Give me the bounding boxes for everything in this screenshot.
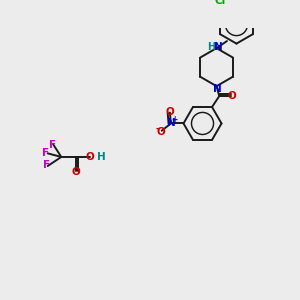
Text: N: N — [214, 42, 223, 52]
Text: N: N — [213, 84, 222, 94]
Text: H: H — [97, 152, 106, 162]
Text: O: O — [86, 152, 94, 162]
Text: Cl: Cl — [214, 0, 225, 6]
Text: O: O — [157, 127, 165, 136]
Text: F: F — [43, 160, 50, 170]
Text: F: F — [42, 148, 50, 158]
Text: F: F — [49, 140, 56, 150]
Text: +: + — [171, 115, 178, 124]
Text: O: O — [228, 91, 236, 101]
Text: O: O — [166, 107, 174, 117]
Text: H: H — [207, 42, 215, 52]
Text: N: N — [167, 118, 176, 128]
Text: O: O — [71, 167, 80, 177]
Text: -: - — [155, 124, 159, 134]
